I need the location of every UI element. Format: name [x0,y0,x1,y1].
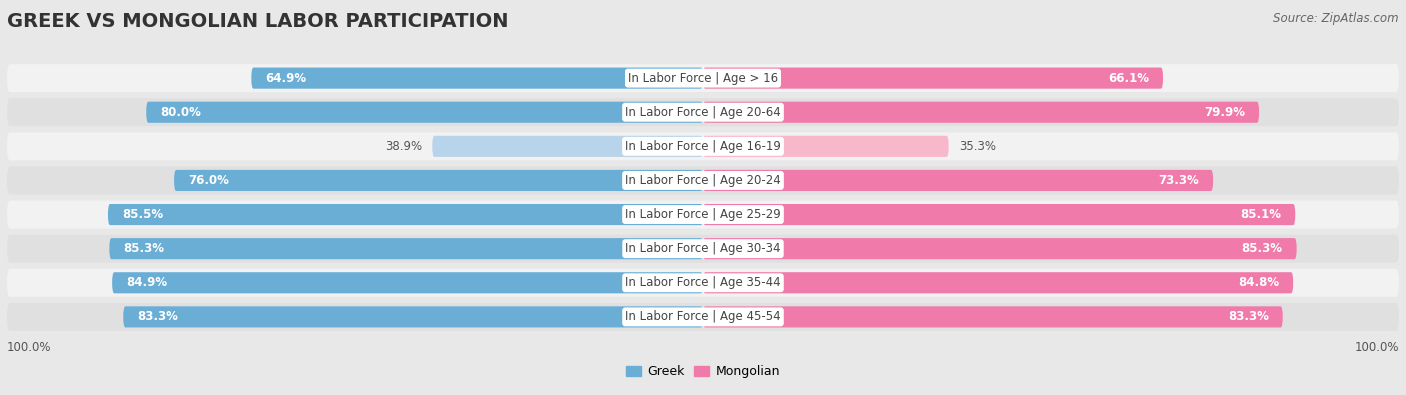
Text: 80.0%: 80.0% [160,106,201,119]
Text: 79.9%: 79.9% [1204,106,1246,119]
Text: In Labor Force | Age 25-29: In Labor Force | Age 25-29 [626,208,780,221]
FancyBboxPatch shape [703,136,949,157]
Text: GREEK VS MONGOLIAN LABOR PARTICIPATION: GREEK VS MONGOLIAN LABOR PARTICIPATION [7,12,509,31]
Text: 85.1%: 85.1% [1240,208,1281,221]
Text: 76.0%: 76.0% [188,174,229,187]
FancyBboxPatch shape [703,272,1294,293]
FancyBboxPatch shape [7,64,1399,92]
Text: 73.3%: 73.3% [1159,174,1199,187]
Text: Source: ZipAtlas.com: Source: ZipAtlas.com [1274,12,1399,25]
FancyBboxPatch shape [703,170,1213,191]
Text: 85.5%: 85.5% [122,208,163,221]
Text: 84.8%: 84.8% [1239,276,1279,289]
FancyBboxPatch shape [703,204,1295,225]
Text: In Labor Force | Age 35-44: In Labor Force | Age 35-44 [626,276,780,289]
FancyBboxPatch shape [7,201,1399,229]
Text: 85.3%: 85.3% [124,242,165,255]
FancyBboxPatch shape [7,303,1399,331]
FancyBboxPatch shape [174,170,703,191]
FancyBboxPatch shape [432,136,703,157]
Text: 38.9%: 38.9% [385,140,422,153]
FancyBboxPatch shape [7,269,1399,297]
Text: 84.9%: 84.9% [127,276,167,289]
FancyBboxPatch shape [110,238,703,259]
Text: 35.3%: 35.3% [959,140,995,153]
FancyBboxPatch shape [7,132,1399,160]
FancyBboxPatch shape [7,235,1399,263]
Legend: Greek, Mongolian: Greek, Mongolian [621,360,785,384]
Text: In Labor Force | Age 20-64: In Labor Force | Age 20-64 [626,106,780,119]
Text: 83.3%: 83.3% [138,310,179,324]
FancyBboxPatch shape [7,98,1399,126]
FancyBboxPatch shape [252,68,703,89]
Text: In Labor Force | Age 16-19: In Labor Force | Age 16-19 [626,140,780,153]
Text: 66.1%: 66.1% [1108,71,1149,85]
Text: 85.3%: 85.3% [1241,242,1282,255]
Text: In Labor Force | Age 20-24: In Labor Force | Age 20-24 [626,174,780,187]
Text: In Labor Force | Age > 16: In Labor Force | Age > 16 [628,71,778,85]
FancyBboxPatch shape [124,307,703,327]
FancyBboxPatch shape [112,272,703,293]
FancyBboxPatch shape [108,204,703,225]
Text: In Labor Force | Age 30-34: In Labor Force | Age 30-34 [626,242,780,255]
FancyBboxPatch shape [7,166,1399,194]
FancyBboxPatch shape [146,102,703,123]
Text: 83.3%: 83.3% [1227,310,1268,324]
FancyBboxPatch shape [703,307,1282,327]
FancyBboxPatch shape [703,68,1163,89]
Text: 100.0%: 100.0% [7,341,52,354]
FancyBboxPatch shape [703,102,1260,123]
Text: 64.9%: 64.9% [266,71,307,85]
FancyBboxPatch shape [703,238,1296,259]
Text: 100.0%: 100.0% [1354,341,1399,354]
Text: In Labor Force | Age 45-54: In Labor Force | Age 45-54 [626,310,780,324]
